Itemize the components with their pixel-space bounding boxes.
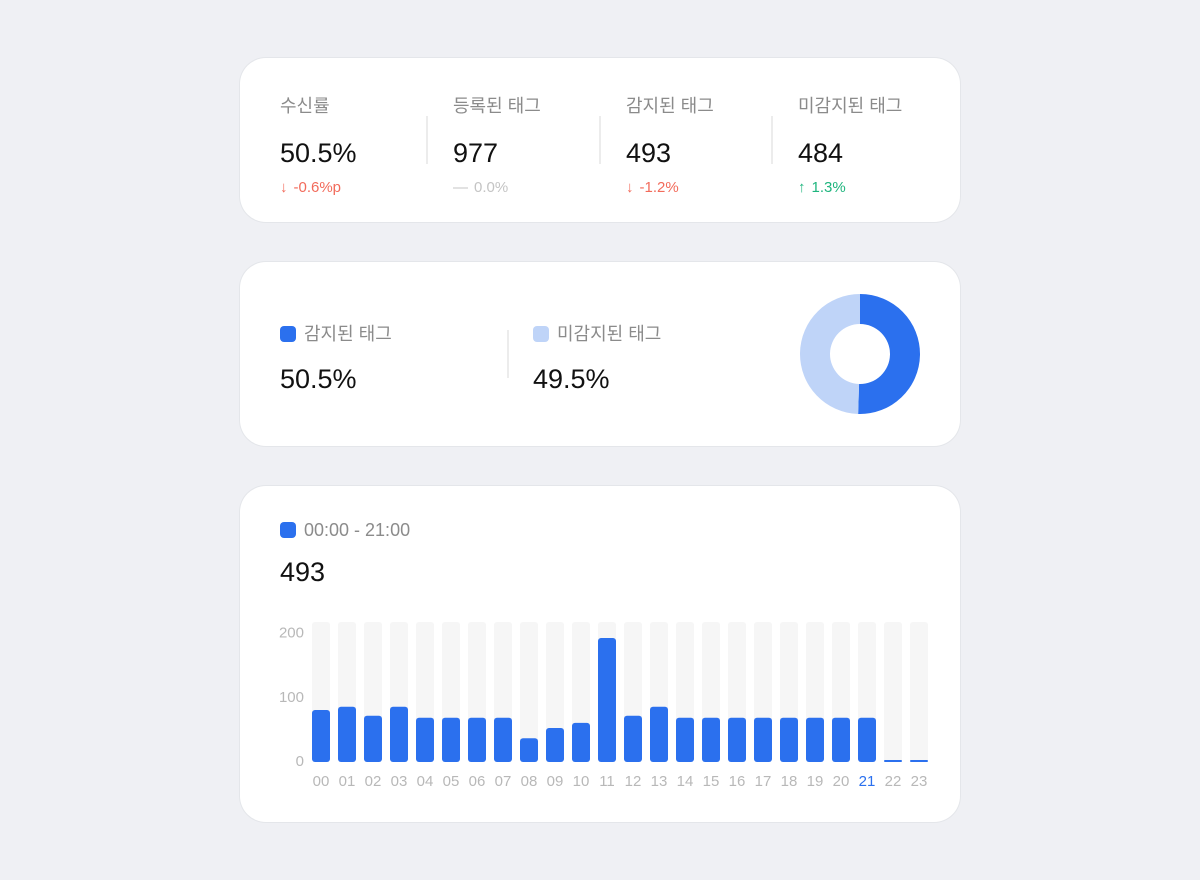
bar-05[interactable] [442, 717, 460, 762]
stat-value: 977 [453, 138, 499, 168]
bar-16[interactable] [728, 717, 746, 762]
bar-20[interactable] [832, 717, 850, 762]
x-tick-label: 01 [339, 773, 356, 790]
x-tick-label: 00 [313, 773, 330, 790]
arrow-down-icon: ↓ [280, 179, 288, 196]
hourly-card: 00:00 - 21:00 493 0 100 200 00 01 02 03 04 05 06 0… [240, 486, 960, 822]
x-tick-label: 21 [859, 773, 876, 790]
stat-label: 수신률 [280, 96, 330, 116]
x-tick-label: 03 [391, 773, 408, 790]
ratio-value: 49.5% [533, 364, 610, 394]
divider [599, 116, 601, 164]
x-tick-label: 23 [911, 773, 928, 790]
y-tick-label: 200 [279, 625, 304, 642]
legend-swatch [280, 522, 296, 538]
x-tick-label: 20 [833, 773, 850, 790]
x-tick-label: 05 [443, 773, 460, 790]
stat-label: 감지된 태그 [626, 96, 714, 116]
bar-06[interactable] [468, 717, 486, 762]
bar-21[interactable] [858, 717, 876, 762]
stat-change: -1.2% [639, 179, 679, 196]
x-tick-label: 12 [625, 773, 642, 790]
stat-label: 미감지된 태그 [798, 96, 903, 116]
x-tick-label: 13 [651, 773, 668, 790]
stat-value: 484 [798, 138, 844, 168]
stat-change: 0.0% [474, 179, 509, 196]
bar-10[interactable] [572, 722, 590, 762]
x-tick-label: 07 [495, 773, 512, 790]
donut-slice-undetected [800, 294, 860, 414]
x-tick-label: 10 [573, 773, 590, 790]
x-tick-label: 18 [781, 773, 798, 790]
bar-01[interactable] [338, 706, 356, 762]
bar-track [546, 622, 564, 762]
stat-registered-tags: 등록된 태그 977 — 0.0% [453, 92, 541, 196]
bar-22[interactable] [884, 760, 902, 762]
ratio-value: 50.5% [280, 364, 357, 394]
bar-11[interactable] [598, 638, 616, 762]
bar-18[interactable] [780, 717, 798, 762]
stat-label: 등록된 태그 [453, 96, 541, 116]
bar-19[interactable] [806, 717, 824, 762]
x-tick-label: 14 [677, 773, 694, 790]
legend-label: 감지된 태그 [304, 324, 392, 344]
bar-23[interactable] [910, 760, 928, 762]
stat-reception-rate: 수신률 50.5% ↓ -0.6%p [280, 92, 357, 196]
bar-04[interactable] [416, 717, 434, 762]
x-tick-label: 08 [521, 773, 538, 790]
x-tick-label: 11 [599, 773, 615, 790]
dash-icon: — [453, 179, 468, 196]
x-tick-label: 04 [417, 773, 434, 790]
y-tick-label: 100 [279, 689, 304, 706]
hourly-total: 493 [280, 557, 326, 587]
bar-12[interactable] [624, 715, 642, 762]
bar-track [520, 622, 538, 762]
arrow-up-icon: ↑ [798, 179, 806, 196]
arrow-down-icon: ↓ [626, 179, 634, 196]
legend-swatch [280, 326, 296, 342]
time-range-label: 00:00 - 21:00 [304, 520, 411, 540]
stat-value: 493 [626, 138, 672, 168]
ratio-card: 감지된 태그 50.5% 미감지된 태그 49.5% [240, 262, 960, 446]
legend-detected: 감지된 태그 50.5% [280, 320, 392, 395]
bar-03[interactable] [390, 706, 408, 762]
x-tick-label: 16 [729, 773, 746, 790]
bar-track [910, 622, 928, 762]
x-tick-label: 09 [547, 773, 564, 790]
divider [507, 330, 509, 378]
bar-07[interactable] [494, 717, 512, 762]
bar-13[interactable] [650, 706, 668, 762]
stat-value: 50.5% [280, 138, 357, 168]
stat-detected-tags: 감지된 태그 493 ↓ -1.2% [626, 92, 714, 196]
donut-chart [800, 294, 920, 414]
x-tick-label: 02 [365, 773, 382, 790]
stat-undetected-tags: 미감지된 태그 484 ↑ 1.3% [798, 92, 902, 196]
bar-track [884, 622, 902, 762]
stat-change: 1.3% [811, 179, 846, 196]
y-tick-label: 0 [296, 753, 304, 770]
x-tick-label: 06 [469, 773, 486, 790]
donut-slice-detected [858, 294, 920, 414]
hourly-bar-chart: 0 100 200 00 01 02 03 04 05 06 07 08 09 10 11 12 13 14 15 1… [279, 622, 928, 790]
stat-change: -0.6%p [293, 179, 342, 196]
x-tick-label: 22 [885, 773, 902, 790]
bar-17[interactable] [754, 717, 772, 762]
bar-02[interactable] [364, 715, 382, 762]
bar-15[interactable] [702, 717, 720, 762]
legend-swatch [533, 326, 549, 342]
x-tick-label: 19 [807, 773, 824, 790]
bar-00[interactable] [312, 709, 330, 762]
x-tick-label: 15 [703, 773, 720, 790]
hourly-header: 00:00 - 21:00 493 [280, 520, 410, 588]
bar-14[interactable] [676, 717, 694, 762]
summary-card: 수신률 50.5% ↓ -0.6%p 등록된 태그 977 — 0.0% 감지된 태… [240, 58, 960, 222]
legend-undetected: 미감지된 태그 49.5% [533, 320, 661, 395]
legend-label: 미감지된 태그 [557, 324, 662, 344]
divider [426, 116, 428, 164]
divider [771, 116, 773, 164]
bar-09[interactable] [546, 727, 564, 762]
bar-08[interactable] [520, 738, 538, 762]
x-tick-label: 17 [755, 773, 772, 790]
